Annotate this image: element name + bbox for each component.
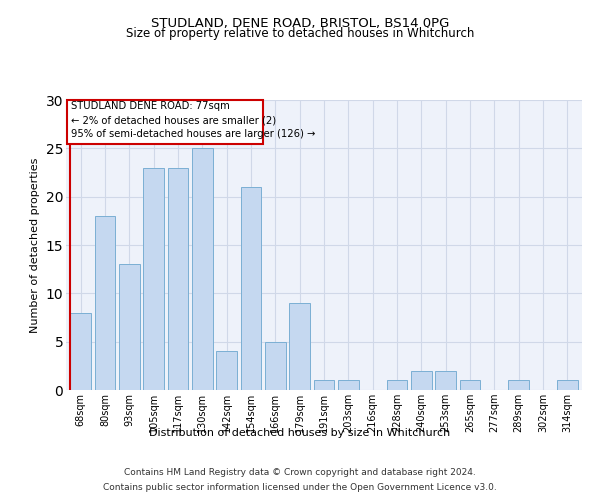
Bar [508, 380, 529, 390]
Text: Size of property relative to detached houses in Whitchurch: Size of property relative to detached ho… [126, 28, 474, 40]
FancyBboxPatch shape [67, 100, 263, 144]
Bar [241, 187, 262, 390]
Text: STUDLAND DENE ROAD: 77sqm
← 2% of detached houses are smaller (2)
95% of semi-de: STUDLAND DENE ROAD: 77sqm ← 2% of detach… [71, 102, 315, 140]
Bar [95, 216, 115, 390]
Bar [436, 370, 456, 390]
Bar [411, 370, 432, 390]
Bar [289, 303, 310, 390]
Bar [167, 168, 188, 390]
Y-axis label: Number of detached properties: Number of detached properties [30, 158, 40, 332]
Bar [460, 380, 481, 390]
Bar [70, 312, 91, 390]
Bar [192, 148, 212, 390]
Bar [386, 380, 407, 390]
Bar [338, 380, 359, 390]
Text: Contains public sector information licensed under the Open Government Licence v3: Contains public sector information licen… [103, 483, 497, 492]
Bar [143, 168, 164, 390]
Bar [314, 380, 334, 390]
Text: Contains HM Land Registry data © Crown copyright and database right 2024.: Contains HM Land Registry data © Crown c… [124, 468, 476, 477]
Bar [119, 264, 140, 390]
Text: Distribution of detached houses by size in Whitchurch: Distribution of detached houses by size … [149, 428, 451, 438]
Bar [557, 380, 578, 390]
Bar [265, 342, 286, 390]
Bar [216, 352, 237, 390]
Text: STUDLAND, DENE ROAD, BRISTOL, BS14 0PG: STUDLAND, DENE ROAD, BRISTOL, BS14 0PG [151, 18, 449, 30]
